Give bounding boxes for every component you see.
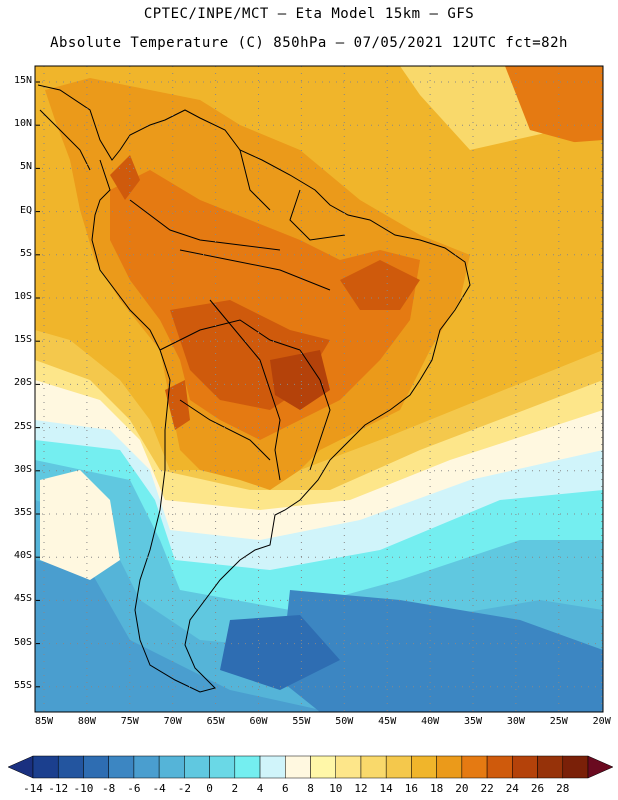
colorbar-swatch	[133, 755, 160, 779]
lon-label: 30W	[506, 716, 525, 727]
lat-label: 35S	[13, 507, 32, 518]
lon-label: 25W	[549, 716, 568, 727]
lat-label: 55S	[13, 679, 32, 691]
colorbar-label: 26	[530, 782, 545, 795]
lon-label: 35W	[463, 716, 483, 727]
colorbar-label: 18	[430, 782, 444, 795]
lon-label: 55W	[292, 716, 311, 727]
colorbar-swatch	[310, 755, 336, 779]
colorbar-swatch	[411, 755, 437, 779]
lon-label: 20W	[592, 716, 611, 727]
country-borders	[37, 84, 471, 693]
lon-label: 75W	[120, 716, 139, 727]
colorbar-label: -14	[23, 782, 43, 795]
lat-lon-grid	[35, 66, 603, 712]
map-subtitle: Absolute Temperature (C) 850hPa – 07/05/…	[50, 35, 568, 51]
lon-label: 60W	[249, 716, 268, 727]
colorbar-label: -10	[73, 782, 94, 795]
colorbar-label: -4	[152, 782, 166, 795]
lat-label: 20S	[13, 377, 32, 389]
lat-label: 5N	[19, 161, 32, 173]
colorbar-swatch	[32, 755, 59, 779]
colorbar-max-arrow	[587, 755, 614, 779]
lat-label: 50S	[13, 636, 32, 648]
colorbar-label: -12	[48, 782, 69, 795]
lon-label: 45W	[378, 716, 397, 727]
lon-label: 65W	[206, 716, 225, 727]
colorbar-label: 20	[455, 782, 469, 795]
colorbar-swatch	[83, 755, 109, 779]
lon-label: 40W	[421, 716, 440, 727]
colorbar-swatch	[259, 755, 286, 779]
colorbar-label: 24	[505, 782, 519, 795]
colorbar-swatch	[108, 755, 135, 779]
colorbar-swatch	[461, 755, 488, 779]
lat-label: 45S	[13, 593, 32, 605]
lat-label: 40S	[13, 550, 32, 562]
colorbar-swatch	[184, 755, 210, 779]
lat-label: 5S	[19, 247, 32, 259]
lon-label: 80W	[77, 716, 96, 727]
colorbar-label: 16	[404, 782, 419, 795]
colorbar-swatch	[335, 755, 362, 779]
temperature-field	[35, 66, 603, 712]
map-frame	[34, 65, 604, 713]
colorbar-label: 14	[379, 782, 393, 795]
colorbar-swatch	[57, 755, 84, 779]
colorbar-label: 22	[480, 782, 494, 795]
colorbar-label: 12	[354, 782, 368, 795]
colorbar-swatch	[209, 755, 236, 779]
colorbar	[7, 755, 614, 779]
lat-label: 10S	[13, 291, 32, 302]
lat-label: EQ	[19, 204, 32, 216]
colorbar-swatch	[537, 755, 564, 779]
lon-label: 50W	[335, 716, 354, 727]
map-title: CPTEC/INPE/MCT – Eta Model 15km – GFS	[143, 6, 475, 22]
colorbar-label: 4	[256, 782, 264, 795]
lat-label: 15S	[13, 334, 32, 346]
lat-label: 15N	[13, 75, 32, 86]
lon-label: 70W	[163, 716, 182, 727]
colorbar-label: 28	[556, 782, 570, 795]
colorbar-swatch	[285, 755, 311, 779]
colorbar-swatch	[158, 755, 185, 779]
colorbar-swatch	[512, 755, 538, 779]
colorbar-swatch	[562, 755, 589, 779]
colorbar-swatch	[436, 755, 463, 779]
lat-label: 30S	[13, 463, 32, 475]
colorbar-label: 8	[307, 782, 314, 795]
colorbar-min-arrow	[7, 755, 34, 779]
colorbar-label: 0	[206, 782, 213, 795]
lon-label: 85W	[34, 716, 54, 727]
colorbar-label: 2	[231, 782, 239, 795]
colorbar-label: -2	[177, 782, 191, 795]
lat-label: 25S	[13, 420, 32, 432]
colorbar-swatch	[360, 755, 387, 779]
colorbar-label: -6	[127, 782, 141, 795]
colorbar-swatch	[486, 755, 513, 779]
lat-label: 10N	[13, 118, 32, 130]
colorbar-swatch	[385, 755, 412, 779]
colorbar-swatch	[234, 755, 261, 779]
colorbar-label: 10	[329, 782, 343, 795]
colorbar-label: -8	[102, 782, 116, 795]
colorbar-label: 6	[281, 782, 289, 795]
